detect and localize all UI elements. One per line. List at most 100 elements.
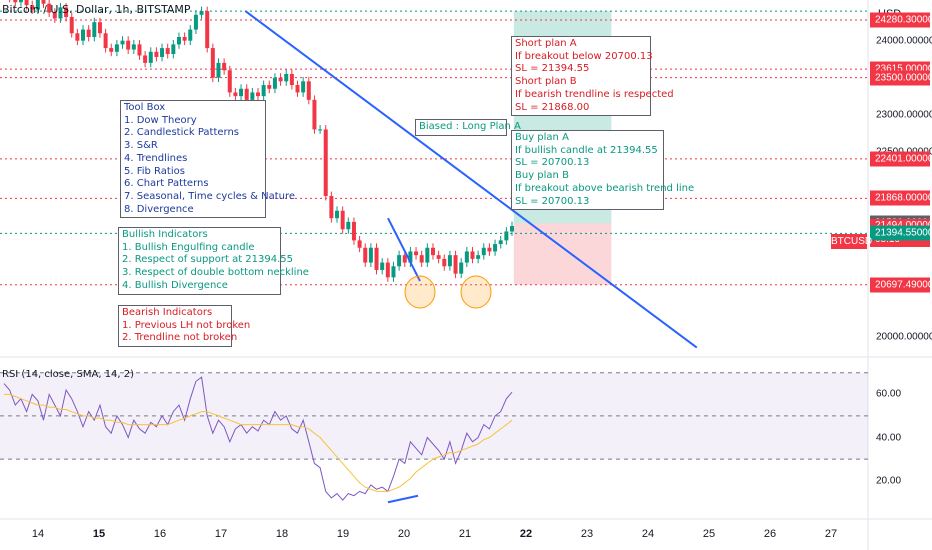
candle-31 — [176, 36, 181, 45]
bullish-line-2: 2. Respect of support at 21394.55 — [122, 254, 294, 266]
symbol-tag: BTCUSD — [831, 234, 873, 249]
biased-note[interactable]: Biased : Long Plan A — [415, 119, 521, 136]
candle-69 — [391, 266, 396, 278]
price-divergence-line — [387, 217, 421, 282]
candle-13 — [75, 33, 80, 41]
time-tick-13: 27 — [824, 528, 838, 540]
candle-19 — [109, 48, 114, 52]
time-tick-5: 19 — [336, 528, 350, 540]
rsi-tick-1: 40.00 — [876, 432, 902, 443]
candle-53 — [301, 81, 306, 93]
bullish-indicators-note[interactable]: Bullish Indicators 1. Bullish Engulfing c… — [118, 227, 309, 295]
toolbox-line-3: 3. S&R — [124, 140, 158, 152]
candle-26 — [148, 51, 153, 63]
time-tick-3: 17 — [214, 528, 228, 540]
buy-plans-note[interactable]: Buy plan A If bullish candle at 21394.55 S… — [511, 130, 694, 211]
time-tick-9: 23 — [580, 528, 594, 540]
time-tick-2: 16 — [153, 528, 167, 540]
candle-27 — [154, 51, 159, 57]
candle-16 — [92, 22, 97, 37]
candle-8 — [47, 3, 52, 13]
toolbox-note[interactable]: Tool Box 1. Dow Theory 2. Candlestick Patt… — [120, 100, 296, 219]
candle-73 — [414, 251, 419, 256]
candle-65 — [368, 247, 373, 263]
time-tick-7: 21 — [458, 528, 472, 540]
candle-77 — [436, 255, 441, 259]
time-tick-12: 26 — [763, 528, 777, 540]
candle-83 — [470, 251, 475, 259]
candle-11 — [64, 7, 69, 18]
candle-36 — [205, 11, 210, 49]
candle-45 — [256, 92, 260, 97]
candle-60 — [340, 210, 345, 230]
candle-38 — [216, 62, 221, 78]
price-tick-3: 20000.00000 — [876, 331, 932, 342]
price-label-4: 21868.00000 — [870, 190, 932, 206]
toolbox-line-5: 5. Fib Ratios — [124, 165, 185, 177]
toolbox-line-2: 2. Candlestick Patterns — [124, 127, 240, 139]
candle-81 — [459, 262, 464, 274]
bullish-line-4: 4. Bullish Divergence — [122, 279, 228, 291]
buy-plan-line-0: Buy plan A — [515, 132, 569, 143]
bearish-line-0: Bearish Indicators — [122, 307, 213, 318]
candle-24 — [137, 44, 142, 56]
candle-74 — [419, 255, 424, 263]
candle-37 — [210, 48, 215, 78]
bullish-line-1: 1. Bullish Engulfing candle — [122, 241, 255, 253]
candle-6 — [35, 0, 40, 10]
candle-50 — [284, 73, 289, 82]
candle-4 — [24, 0, 29, 6]
candle-44 — [250, 92, 255, 100]
bearish-indicators-note[interactable]: Bearish Indicators 1. Previous LH not bro… — [118, 305, 250, 348]
time-tick-10: 24 — [641, 528, 655, 540]
candle-29 — [165, 48, 170, 54]
time-tick-6: 20 — [397, 528, 411, 540]
candle-62 — [351, 221, 356, 241]
toolbox-line-7: 7. Seasonal, Time cycles & Nature — [124, 190, 296, 202]
rsi-line — [3, 376, 513, 501]
short-plans-note[interactable]: Short plan A If breakout below 20700.13 SL… — [511, 36, 674, 117]
toolbox-line-8: 8. Divergence — [124, 203, 194, 215]
candle-33 — [188, 29, 193, 41]
price-label-0: 24280.30000 — [870, 12, 932, 28]
candle-87 — [493, 244, 498, 252]
candle-21 — [120, 40, 125, 45]
stop-zone — [513, 223, 612, 285]
rsi-tick-0: 60.00 — [876, 388, 902, 400]
double-bottom-circle-2 — [460, 275, 492, 309]
candle-18 — [103, 33, 108, 49]
time-tick-4: 18 — [275, 528, 289, 540]
last-price-value: 21494.00000 — [875, 219, 932, 233]
buy-plan-line-5: SL = 20700.13 — [515, 195, 590, 207]
candle-66 — [374, 247, 379, 270]
candle-68 — [385, 262, 390, 278]
time-tick-0: 14 — [31, 528, 45, 540]
bullish-line-3: 3. Respect of double bottom neckline — [122, 267, 309, 279]
toolbox-line-0: Tool Box — [124, 102, 166, 113]
candle-35 — [199, 11, 204, 15]
candle-39 — [222, 62, 227, 71]
candle-9 — [52, 12, 57, 19]
candle-22 — [126, 40, 131, 50]
candle-14 — [81, 29, 86, 41]
candle-7 — [41, 0, 46, 4]
candle-58 — [329, 195, 334, 219]
candle-12 — [69, 17, 74, 34]
candle-5 — [30, 5, 35, 10]
candle-51 — [289, 73, 294, 86]
candle-10 — [58, 7, 63, 19]
buy-plan-line-2: SL = 20700.13 — [515, 157, 590, 169]
candle-34 — [193, 14, 198, 30]
toolbox-line-1: 1. Dow Theory — [124, 114, 197, 126]
candle-71 — [402, 255, 407, 263]
buy-plan-line-3: Buy plan B — [515, 170, 569, 182]
double-bottom-circle-1 — [404, 275, 436, 309]
candle-89 — [504, 231, 509, 241]
candle-63 — [357, 240, 362, 248]
rsi-tick-2: 20.00 — [876, 475, 902, 487]
candle-55 — [312, 99, 317, 130]
candle-3 — [18, 0, 23, 3]
candle-41 — [233, 92, 238, 97]
candle-17 — [97, 22, 102, 34]
candle-78 — [442, 258, 447, 267]
